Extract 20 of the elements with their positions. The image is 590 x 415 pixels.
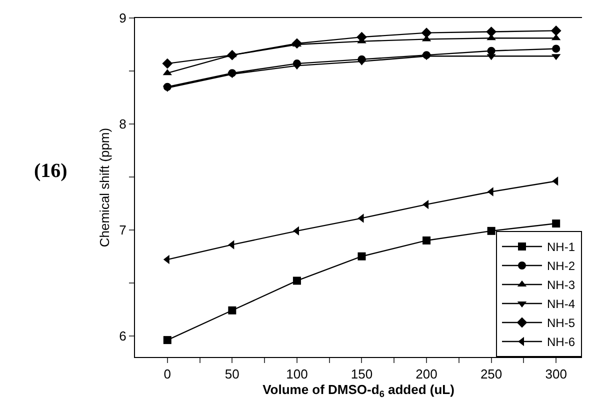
y-tick-label: 7 (119, 222, 126, 238)
x-tick-label: 200 (416, 366, 438, 382)
legend-label: NH-1 (547, 240, 576, 254)
legend-label: NH-6 (547, 335, 576, 350)
legend-label: NH-3 (547, 278, 576, 292)
x-tick-label: 100 (286, 366, 308, 382)
legend-label: NH-2 (547, 259, 576, 274)
y-axis-title: Chemical shift (ppm) (97, 128, 112, 248)
x-tick-label: 50 (224, 366, 240, 382)
x-tick-label: 300 (545, 366, 567, 382)
x-tick-label: 250 (480, 366, 502, 382)
x-tick-label: 0 (164, 366, 172, 382)
y-tick-label: 8 (119, 116, 126, 132)
legend-label: NH-5 (547, 316, 576, 330)
y-tick-label: 9 (119, 10, 126, 26)
legend-label: NH-4 (547, 297, 576, 312)
x-axis-title: Volume of DMSO-d$_{6}$ added (uL) (262, 382, 454, 399)
x-tick-label: 150 (350, 366, 373, 382)
y-tick-label: 6 (119, 328, 126, 344)
text: (16) (34, 160, 68, 182)
